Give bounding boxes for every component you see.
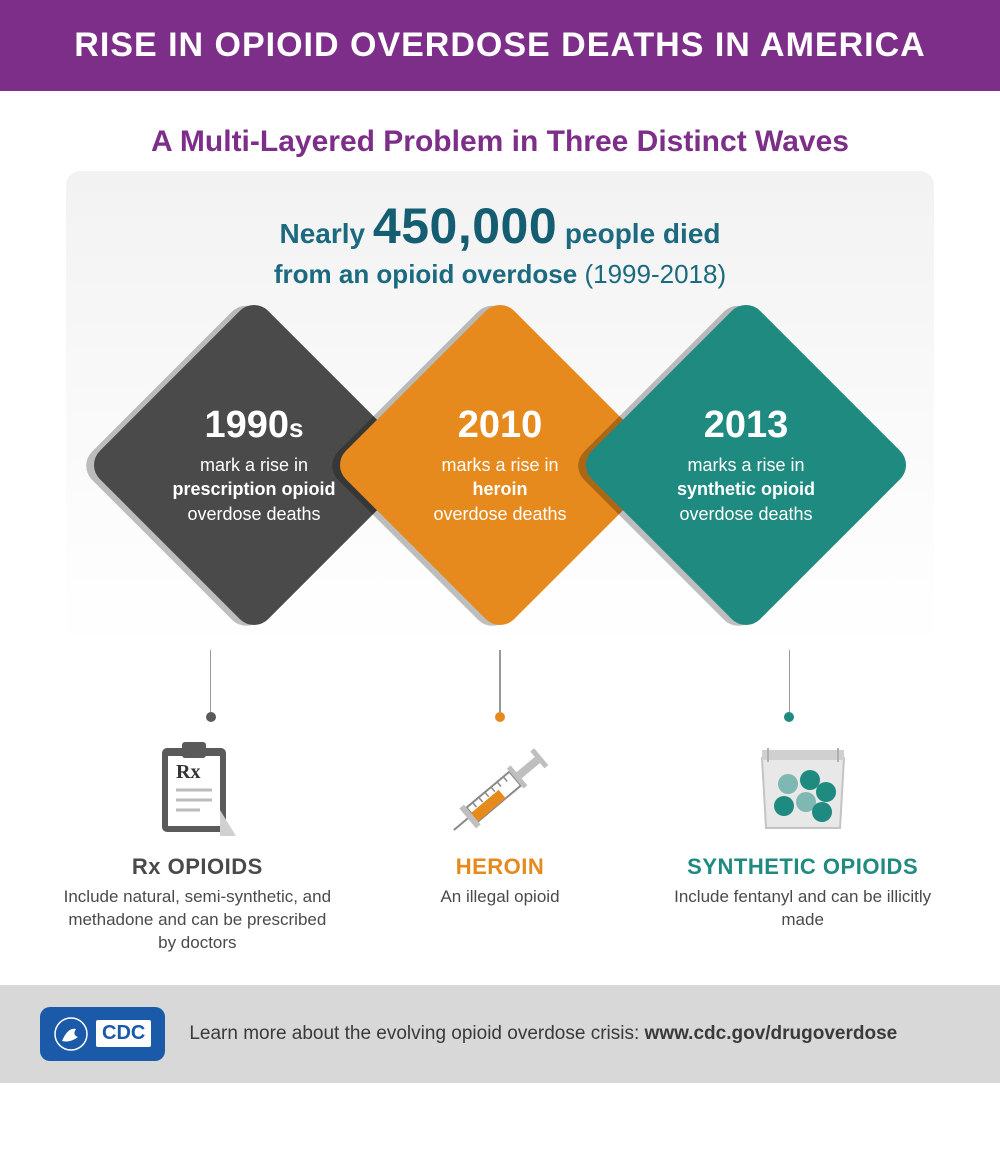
pill-bag-icon	[653, 736, 953, 844]
wave-2-year: 2010	[400, 404, 600, 447]
stat-line-1: Nearly 450,000 people died	[96, 197, 904, 255]
desc-pre: mark a rise in	[200, 455, 308, 475]
year-value: 2013	[704, 404, 789, 446]
wave-1: 1990s mark a rise in prescription opioid o…	[119, 330, 389, 600]
stat-line2-text: from an opioid overdose	[274, 259, 577, 289]
desc-post: overdose deaths	[679, 504, 812, 524]
wave-2-desc: marks a rise in heroin overdose deaths	[400, 453, 600, 526]
category-row: Rx Rx OPIOIDS Include natural, semi-synt…	[46, 736, 954, 955]
syringe-icon	[350, 736, 650, 844]
category-desc: Include natural, semi-synthetic, and met…	[47, 886, 347, 955]
connector-dot	[206, 712, 216, 722]
wave-3-content: 2013 marks a rise in synthetic opioid over…	[646, 404, 846, 526]
footer-link[interactable]: www.cdc.gov/drugoverdose	[645, 1023, 898, 1044]
desc-bold: synthetic opioid	[677, 479, 815, 499]
wave-2: 2010 marks a rise in heroin overdose death…	[365, 330, 635, 600]
wave-3-desc: marks a rise in synthetic opioid overdose …	[646, 453, 846, 526]
wave-diamonds: 1990s mark a rise in prescription opioid o…	[96, 330, 904, 640]
headline-stat: Nearly 450,000 people died from an opioi…	[96, 197, 904, 290]
main-panel: Nearly 450,000 people died from an opioi…	[66, 171, 934, 650]
connector-dot	[784, 712, 794, 722]
category-rx: Rx Rx OPIOIDS Include natural, semi-synt…	[47, 736, 347, 955]
desc-bold: heroin	[472, 479, 527, 499]
wave-1-desc: mark a rise in prescription opioid overdos…	[154, 453, 354, 526]
stat-big-number: 450,000	[373, 198, 557, 254]
footer-text: Learn more about the evolving opioid ove…	[189, 1023, 897, 1045]
wave-3-year: 2013	[646, 404, 846, 447]
connector-line	[499, 640, 501, 712]
category-title: HEROIN	[350, 854, 650, 880]
category-desc: An illegal opioid	[350, 886, 650, 909]
wave-3: 2013 marks a rise in synthetic opioid over…	[611, 330, 881, 600]
connector-line	[210, 640, 212, 712]
connector-line	[789, 640, 791, 712]
connector-1	[66, 640, 355, 722]
desc-post: overdose deaths	[187, 504, 320, 524]
header-bar: RISE IN OPIOID OVERDOSE DEATHS IN AMERIC…	[0, 0, 1000, 91]
desc-pre: marks a rise in	[687, 455, 804, 475]
connector-3	[645, 640, 934, 722]
cdc-logo: CDC	[40, 1007, 165, 1061]
desc-bold: prescription opioid	[172, 479, 335, 499]
hhs-seal-icon	[54, 1017, 88, 1051]
clipboard-icon: Rx	[47, 736, 347, 844]
stat-prefix: Nearly	[279, 218, 365, 249]
svg-text:Rx: Rx	[176, 761, 200, 783]
year-value: 2010	[458, 404, 543, 446]
category-title: SYNTHETIC OPIOIDS	[653, 854, 953, 880]
stat-line-2: from an opioid overdose (1999-2018)	[96, 259, 904, 290]
subtitle: A Multi-Layered Problem in Three Distinc…	[0, 91, 1000, 171]
connectors	[66, 640, 934, 722]
stat-suffix: people died	[565, 218, 721, 249]
connector-2	[355, 640, 644, 722]
wave-1-content: 1990s mark a rise in prescription opioid o…	[154, 404, 354, 526]
cdc-label: CDC	[96, 1020, 151, 1047]
stat-years: (1999-2018)	[584, 259, 726, 289]
connector-dot	[495, 712, 505, 722]
category-desc: Include fentanyl and can be illicitly ma…	[653, 886, 953, 932]
footer-text-pre: Learn more about the evolving opioid ove…	[189, 1023, 644, 1044]
page-title: RISE IN OPIOID OVERDOSE DEATHS IN AMERIC…	[74, 26, 925, 64]
category-title: Rx OPIOIDS	[47, 854, 347, 880]
desc-post: overdose deaths	[433, 504, 566, 524]
footer: CDC Learn more about the evolving opioid…	[0, 985, 1000, 1083]
category-heroin: HEROIN An illegal opioid	[350, 736, 650, 955]
year-value: 1990	[204, 404, 289, 446]
year-suffix: s	[289, 413, 303, 443]
category-synthetic: SYNTHETIC OPIOIDS Include fentanyl and c…	[653, 736, 953, 955]
wave-2-content: 2010 marks a rise in heroin overdose death…	[400, 404, 600, 526]
desc-pre: marks a rise in	[441, 455, 558, 475]
wave-1-year: 1990s	[154, 404, 354, 447]
